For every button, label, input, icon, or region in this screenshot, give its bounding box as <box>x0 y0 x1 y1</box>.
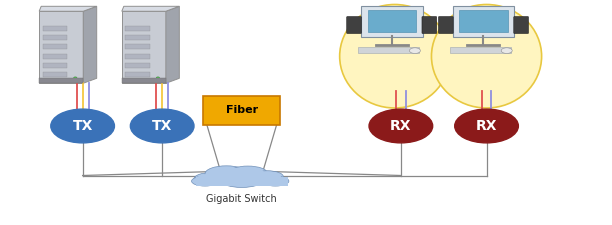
FancyBboxPatch shape <box>125 54 149 59</box>
Circle shape <box>228 166 267 180</box>
FancyBboxPatch shape <box>125 44 149 50</box>
FancyBboxPatch shape <box>125 72 149 77</box>
FancyBboxPatch shape <box>346 17 361 34</box>
Circle shape <box>208 167 245 180</box>
Ellipse shape <box>340 4 450 108</box>
Polygon shape <box>39 6 97 11</box>
Circle shape <box>156 77 160 78</box>
Polygon shape <box>122 6 179 11</box>
Circle shape <box>262 176 289 186</box>
FancyBboxPatch shape <box>43 26 67 31</box>
FancyBboxPatch shape <box>125 26 149 31</box>
FancyBboxPatch shape <box>196 177 288 186</box>
Circle shape <box>193 177 217 185</box>
Ellipse shape <box>369 109 433 143</box>
Text: TX: TX <box>72 119 93 133</box>
Circle shape <box>218 170 265 187</box>
Ellipse shape <box>501 48 512 54</box>
Circle shape <box>264 177 287 185</box>
FancyBboxPatch shape <box>125 35 149 40</box>
Text: RX: RX <box>476 119 498 133</box>
FancyBboxPatch shape <box>43 44 67 50</box>
Circle shape <box>254 172 281 182</box>
FancyBboxPatch shape <box>203 96 280 125</box>
Circle shape <box>73 77 77 78</box>
FancyBboxPatch shape <box>359 47 419 53</box>
Polygon shape <box>166 6 179 83</box>
FancyBboxPatch shape <box>125 63 149 68</box>
Ellipse shape <box>455 109 518 143</box>
FancyBboxPatch shape <box>459 10 508 32</box>
FancyBboxPatch shape <box>438 17 453 34</box>
FancyBboxPatch shape <box>367 10 416 32</box>
FancyBboxPatch shape <box>122 78 166 83</box>
FancyBboxPatch shape <box>39 78 83 83</box>
Ellipse shape <box>431 4 542 108</box>
FancyBboxPatch shape <box>43 54 67 59</box>
FancyBboxPatch shape <box>361 6 422 37</box>
FancyBboxPatch shape <box>422 17 437 34</box>
Circle shape <box>196 173 226 184</box>
Text: RX: RX <box>390 119 412 133</box>
Circle shape <box>205 166 248 182</box>
Text: Gigabit Switch: Gigabit Switch <box>206 194 277 204</box>
Circle shape <box>231 167 264 179</box>
Text: TX: TX <box>152 119 173 133</box>
Ellipse shape <box>409 48 420 54</box>
FancyBboxPatch shape <box>453 6 514 37</box>
Circle shape <box>222 172 261 186</box>
Polygon shape <box>83 6 97 83</box>
FancyBboxPatch shape <box>450 47 510 53</box>
Polygon shape <box>39 11 83 83</box>
Polygon shape <box>122 11 166 83</box>
FancyBboxPatch shape <box>514 17 529 34</box>
Ellipse shape <box>51 109 114 143</box>
Text: Fiber: Fiber <box>226 105 258 115</box>
FancyBboxPatch shape <box>43 63 67 68</box>
FancyBboxPatch shape <box>43 72 67 77</box>
Circle shape <box>194 173 228 185</box>
Ellipse shape <box>130 109 194 143</box>
Circle shape <box>252 171 283 182</box>
FancyBboxPatch shape <box>43 35 67 40</box>
Circle shape <box>192 176 218 186</box>
